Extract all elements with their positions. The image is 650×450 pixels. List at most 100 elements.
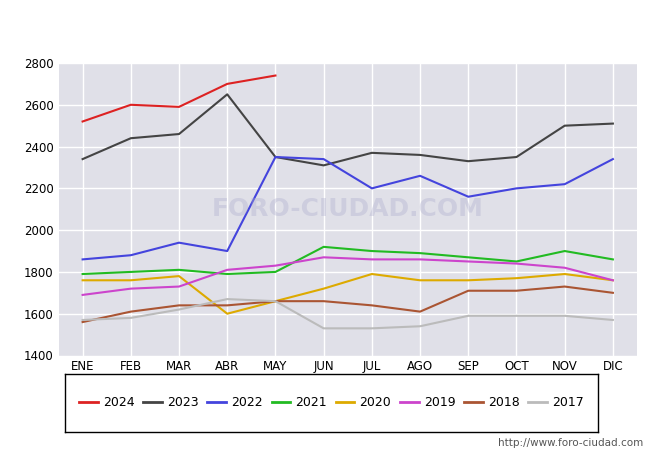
- 2020: [561, 271, 569, 277]
- 2023: [272, 154, 280, 160]
- 2023: [368, 150, 376, 156]
- 2023: [175, 131, 183, 137]
- 2023: [224, 92, 231, 97]
- 2021: [79, 271, 86, 277]
- Line: 2017: 2017: [83, 299, 613, 328]
- 2021: [513, 259, 521, 264]
- 2021: [609, 256, 617, 262]
- 2020: [609, 278, 617, 283]
- 2020: [416, 278, 424, 283]
- 2024: [127, 102, 135, 108]
- 2017: [464, 313, 472, 319]
- 2017: [609, 317, 617, 323]
- 2023: [561, 123, 569, 128]
- Legend: 2024, 2023, 2022, 2021, 2020, 2019, 2018, 2017: 2024, 2023, 2022, 2021, 2020, 2019, 2018…: [74, 391, 589, 414]
- Line: 2024: 2024: [83, 76, 276, 122]
- 2021: [464, 255, 472, 260]
- 2018: [224, 303, 231, 308]
- 2017: [127, 315, 135, 320]
- 2023: [464, 158, 472, 164]
- 2021: [561, 248, 569, 254]
- 2022: [320, 157, 328, 162]
- 2021: [368, 248, 376, 254]
- 2018: [320, 298, 328, 304]
- 2018: [272, 298, 280, 304]
- 2020: [175, 274, 183, 279]
- Text: Afiliados en Gelves a 31/5/2024: Afiliados en Gelves a 31/5/2024: [182, 14, 468, 32]
- 2018: [416, 309, 424, 314]
- 2022: [224, 248, 231, 254]
- 2019: [320, 255, 328, 260]
- 2021: [127, 269, 135, 274]
- Line: 2022: 2022: [83, 157, 613, 259]
- 2022: [513, 186, 521, 191]
- 2017: [416, 324, 424, 329]
- 2022: [609, 157, 617, 162]
- 2018: [561, 284, 569, 289]
- 2019: [368, 256, 376, 262]
- 2019: [561, 265, 569, 270]
- 2024: [175, 104, 183, 110]
- 2022: [175, 240, 183, 245]
- 2021: [272, 269, 280, 274]
- 2018: [464, 288, 472, 293]
- 2019: [464, 259, 472, 264]
- 2018: [609, 290, 617, 296]
- 2024: [272, 73, 280, 78]
- 2019: [175, 284, 183, 289]
- 2022: [272, 154, 280, 160]
- Line: 2021: 2021: [83, 247, 613, 274]
- 2017: [272, 298, 280, 304]
- 2019: [127, 286, 135, 291]
- 2020: [79, 278, 86, 283]
- 2017: [175, 307, 183, 312]
- 2022: [561, 181, 569, 187]
- 2022: [127, 252, 135, 258]
- 2018: [368, 303, 376, 308]
- 2023: [416, 152, 424, 158]
- Line: 2019: 2019: [83, 257, 613, 295]
- 2022: [79, 256, 86, 262]
- 2023: [609, 121, 617, 126]
- 2017: [320, 326, 328, 331]
- 2018: [79, 320, 86, 325]
- 2020: [272, 298, 280, 304]
- 2021: [416, 250, 424, 256]
- 2017: [224, 297, 231, 302]
- Text: FORO-CIUDAD.COM: FORO-CIUDAD.COM: [212, 197, 484, 221]
- 2021: [320, 244, 328, 250]
- 2022: [416, 173, 424, 179]
- 2019: [416, 256, 424, 262]
- 2018: [175, 303, 183, 308]
- 2022: [464, 194, 472, 199]
- 2020: [224, 311, 231, 316]
- 2024: [224, 81, 231, 86]
- 2019: [272, 263, 280, 268]
- 2017: [79, 317, 86, 323]
- 2022: [368, 186, 376, 191]
- 2018: [513, 288, 521, 293]
- 2019: [224, 267, 231, 273]
- 2023: [79, 157, 86, 162]
- Text: http://www.foro-ciudad.com: http://www.foro-ciudad.com: [499, 438, 644, 448]
- 2020: [464, 278, 472, 283]
- 2019: [513, 261, 521, 266]
- 2017: [368, 326, 376, 331]
- Line: 2023: 2023: [83, 94, 613, 166]
- Line: 2020: 2020: [83, 274, 613, 314]
- 2023: [513, 154, 521, 160]
- 2020: [513, 275, 521, 281]
- 2023: [320, 163, 328, 168]
- 2018: [127, 309, 135, 314]
- 2020: [320, 286, 328, 291]
- 2020: [127, 278, 135, 283]
- Line: 2018: 2018: [83, 287, 613, 322]
- 2021: [175, 267, 183, 273]
- 2021: [224, 271, 231, 277]
- 2020: [368, 271, 376, 277]
- 2019: [609, 278, 617, 283]
- 2017: [561, 313, 569, 319]
- 2023: [127, 135, 135, 141]
- 2019: [79, 292, 86, 297]
- 2017: [513, 313, 521, 319]
